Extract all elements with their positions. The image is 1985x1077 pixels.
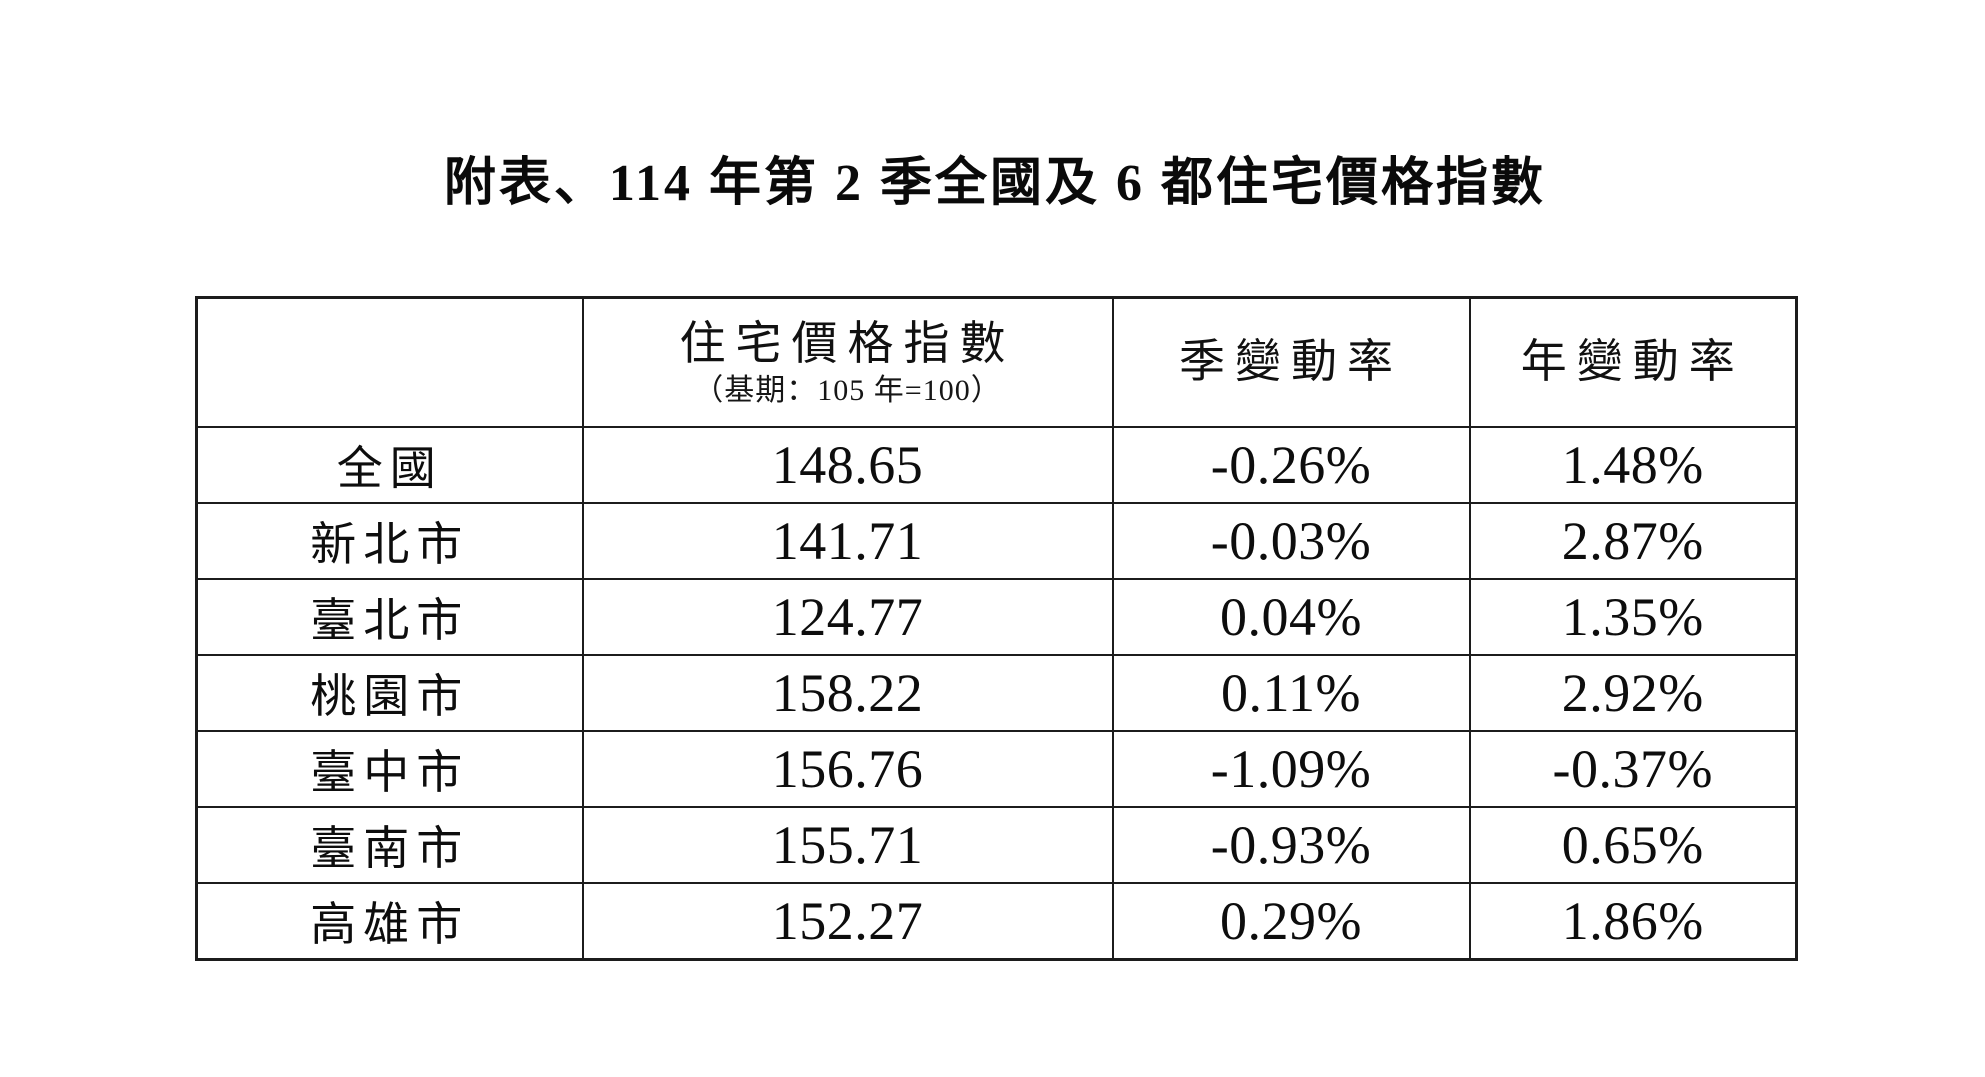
region-cell: 高雄市: [195, 882, 584, 961]
yoy-cell: 1.48%: [1468, 426, 1798, 504]
header-index-label: 住宅價格指數: [679, 317, 1016, 369]
qoq-cell: 0.29%: [1111, 882, 1471, 961]
page-title: 附表、114 年第 2 季全國及 6 都住宅價格指數: [443, 155, 1547, 212]
index-cell: 124.77: [581, 578, 1114, 656]
header-yoy-label: 年變動率: [1468, 296, 1798, 428]
yoy-cell: 1.86%: [1468, 882, 1798, 961]
table-header-row: 住宅價格指數 （基期：105 年=100） 季變動率 年變動率: [195, 296, 1798, 428]
header-index-sublabel: （基期：105 年=100）: [693, 374, 1002, 408]
qoq-cell: 0.04%: [1111, 578, 1471, 656]
header-qoq-label: 季變動率: [1111, 296, 1471, 428]
table-row: 臺中市 156.76 -1.09% -0.37%: [195, 730, 1798, 808]
region-cell: 臺中市: [195, 730, 584, 808]
yoy-cell: 2.92%: [1468, 654, 1798, 732]
index-cell: 156.76: [581, 730, 1114, 808]
header-region-blank: [195, 296, 584, 428]
qoq-cell: 0.11%: [1111, 654, 1471, 732]
region-cell: 桃園市: [195, 654, 584, 732]
region-cell: 新北市: [195, 502, 584, 580]
index-cell: 141.71: [581, 502, 1114, 580]
region-cell: 臺北市: [195, 578, 584, 656]
index-cell: 158.22: [581, 654, 1114, 732]
index-cell: 152.27: [581, 882, 1114, 961]
qoq-cell: -0.03%: [1111, 502, 1471, 580]
yoy-cell: -0.37%: [1468, 730, 1798, 808]
qoq-cell: -0.26%: [1111, 426, 1471, 504]
index-cell: 155.71: [581, 806, 1114, 884]
yoy-cell: 1.35%: [1468, 578, 1798, 656]
qoq-cell: -1.09%: [1111, 730, 1471, 808]
table-row: 全國 148.65 -0.26% 1.48%: [195, 426, 1798, 504]
yoy-cell: 2.87%: [1468, 502, 1798, 580]
table-row: 新北市 141.71 -0.03% 2.87%: [195, 502, 1798, 580]
table-row: 桃園市 158.22 0.11% 2.92%: [195, 654, 1798, 732]
table-row: 臺南市 155.71 -0.93% 0.65%: [195, 806, 1798, 884]
header-index: 住宅價格指數 （基期：105 年=100）: [581, 296, 1114, 428]
table-row: 臺北市 124.77 0.04% 1.35%: [195, 578, 1798, 656]
housing-price-index-table: 住宅價格指數 （基期：105 年=100） 季變動率 年變動率 全國 148.6…: [195, 296, 1798, 961]
region-cell: 全國: [195, 426, 584, 504]
index-cell: 148.65: [581, 426, 1114, 504]
yoy-cell: 0.65%: [1468, 806, 1798, 884]
qoq-cell: -0.93%: [1111, 806, 1471, 884]
region-cell: 臺南市: [195, 806, 584, 884]
table-row: 高雄市 152.27 0.29% 1.86%: [195, 882, 1798, 961]
